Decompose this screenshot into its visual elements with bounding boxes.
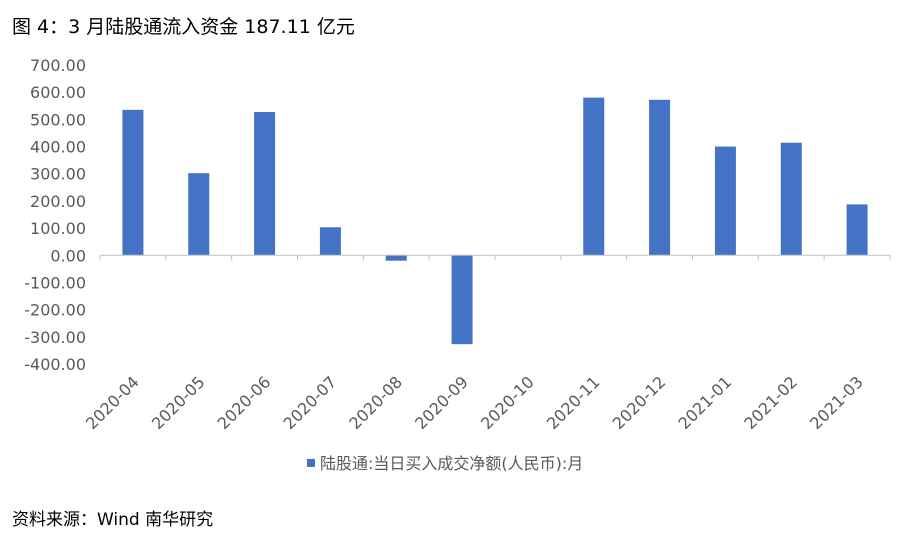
y-tick-label: 700.00 [30, 56, 86, 75]
y-tick-label: 300.00 [30, 165, 86, 184]
bar [188, 173, 210, 256]
x-tick-label: 2020-05 [148, 372, 209, 433]
x-tick-label: 2020-07 [280, 372, 341, 433]
y-tick-label: 400.00 [30, 138, 86, 157]
x-tick-label: 2021-01 [675, 372, 736, 433]
y-tick-label: 200.00 [30, 192, 86, 211]
y-tick-label: -400.00 [24, 355, 86, 374]
bar [319, 227, 341, 256]
y-tick-label: -200.00 [24, 301, 86, 320]
y-tick-label: 0.00 [50, 246, 86, 265]
y-tick-label: 600.00 [30, 83, 86, 102]
bar [122, 109, 144, 256]
bar [714, 146, 736, 256]
bar [780, 142, 802, 256]
bar [254, 112, 276, 256]
bar [385, 255, 407, 261]
source-note: 资料来源：Wind 南华研究 [12, 510, 214, 530]
y-tick-label: 500.00 [30, 110, 86, 129]
x-tick-label: 2020-06 [214, 372, 275, 433]
y-tick-label: -100.00 [24, 273, 86, 292]
bar [451, 255, 473, 345]
x-tick-label: 2021-02 [740, 372, 801, 433]
x-tick-label: 2021-03 [806, 372, 867, 433]
legend-label: 陆股通:当日买入成交净额(人民币):月 [320, 454, 583, 473]
x-tick-label: 2020-09 [411, 372, 472, 433]
y-tick-label: 100.00 [30, 219, 86, 238]
x-tick-label: 2020-10 [477, 372, 538, 433]
x-tick-label: 2020-11 [543, 372, 604, 433]
x-tick-label: 2020-04 [82, 372, 143, 433]
legend-swatch [307, 459, 315, 467]
bar [583, 97, 605, 256]
bar-series [122, 97, 868, 345]
bar [649, 99, 671, 256]
x-axis: 2020-04 2020-05 2020-06 2020-07 2020-08 2020-… [82, 255, 891, 433]
y-tick-label: -300.00 [24, 328, 86, 347]
x-tick-label: 2020-12 [609, 372, 670, 433]
x-tick-label: 2020-08 [345, 372, 406, 433]
y-axis: 700.00 600.00 500.00 400.00 300.00 200.00 100.… [24, 56, 86, 374]
chart-title: 图 4：3 月陆股通流入资金 187.11 亿元 [12, 16, 355, 38]
legend: 陆股通:当日买入成交净额(人民币):月 [307, 454, 583, 473]
bar [846, 204, 868, 256]
